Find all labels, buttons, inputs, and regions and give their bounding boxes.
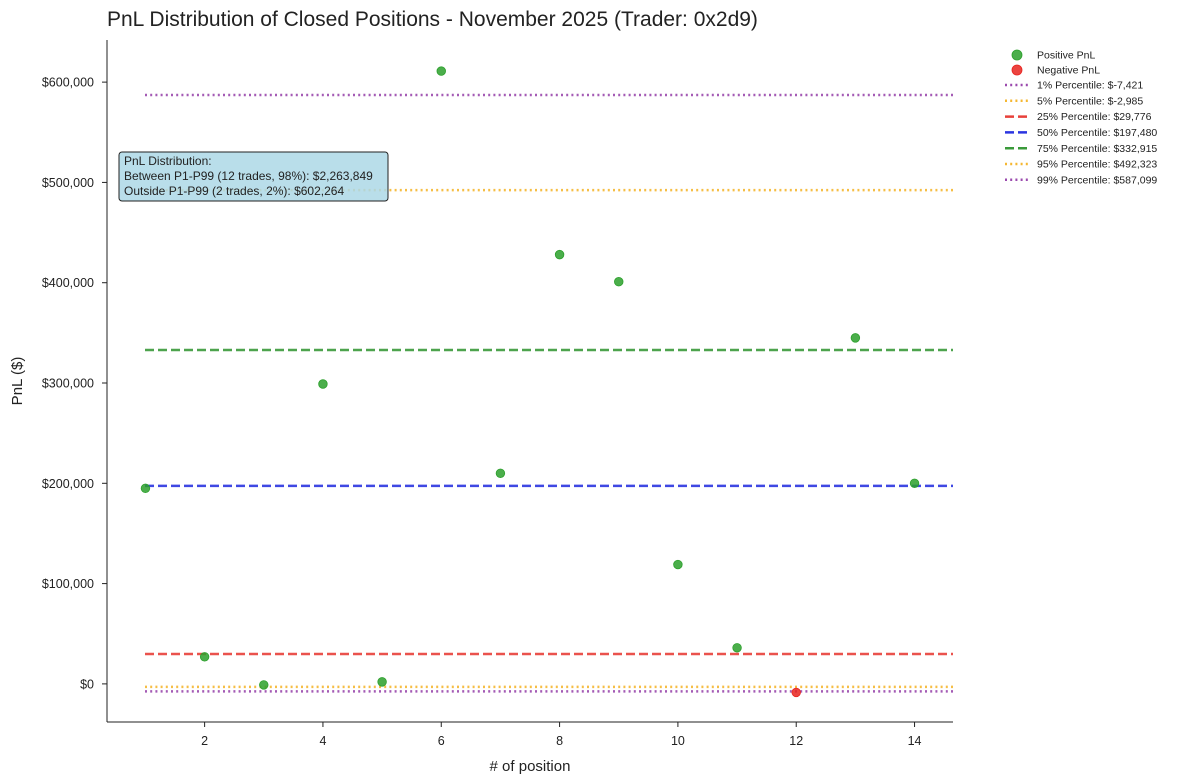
scatter-point-s0-2 bbox=[259, 680, 269, 690]
x-tick-label-2: 6 bbox=[438, 734, 445, 748]
scatter-point-s0-6 bbox=[495, 468, 506, 478]
legend-marker-series-1 bbox=[1011, 64, 1023, 76]
legend-label-percentile-4: 75% Percentile: $332,915 bbox=[1037, 143, 1157, 155]
legend-label-percentile-2: 25% Percentile: $29,776 bbox=[1037, 111, 1152, 123]
legend-label-percentile-6: 99% Percentile: $587,099 bbox=[1037, 174, 1157, 186]
y-tick-label-6: $600,000 bbox=[42, 76, 94, 90]
x-tick-label-3: 8 bbox=[556, 734, 563, 748]
y-tick-label-4: $400,000 bbox=[42, 276, 94, 290]
axis-ticks: 2 4 6 8 10 12 14 $0 $100,000 $200,000 $300,000 $400… bbox=[42, 76, 922, 748]
y-tick-label-0: $0 bbox=[80, 677, 94, 691]
plot-area bbox=[140, 66, 953, 698]
legend-marker-series-0 bbox=[1011, 49, 1023, 61]
scatter-point-s0-11 bbox=[850, 333, 861, 343]
scatter-point-s0-4 bbox=[377, 677, 387, 687]
y-tick-label-5: $500,000 bbox=[42, 176, 94, 190]
legend-label-series-0: Positive PnL bbox=[1037, 50, 1096, 62]
annotation-line-2: Outside P1-P99 (2 trades, 2%): $602,264 bbox=[124, 184, 344, 198]
legend-label-percentile-5: 95% Percentile: $492,323 bbox=[1037, 159, 1157, 171]
legend: Positive PnL Negative PnL 1% Percentile: $… bbox=[1005, 49, 1157, 186]
y-tick-label-1: $100,000 bbox=[42, 577, 94, 591]
chart-title: PnL Distribution of Closed Positions - N… bbox=[107, 8, 758, 31]
annotation-line-0: PnL Distribution: bbox=[124, 154, 212, 168]
scatter-point-s0-8 bbox=[614, 277, 624, 287]
pnl-distribution-annotation: PnL Distribution:Between P1-P99 (12 trad… bbox=[118, 151, 389, 202]
y-axis-label: PnL ($) bbox=[9, 357, 26, 406]
axes bbox=[106, 40, 953, 723]
legend-label-percentile-3: 50% Percentile: $197,480 bbox=[1037, 127, 1157, 139]
legend-label-percentile-0: 1% Percentile: $-7,421 bbox=[1037, 80, 1143, 92]
scatter-point-s0-1 bbox=[199, 652, 210, 662]
legend-label-percentile-1: 5% Percentile: $-2,985 bbox=[1037, 95, 1143, 107]
x-tick-label-1: 4 bbox=[319, 734, 326, 748]
y-tick-label-3: $300,000 bbox=[42, 377, 94, 391]
scatter-point-s1-0 bbox=[791, 687, 801, 698]
scatter-point-s0-0 bbox=[140, 483, 151, 494]
scatter-point-s0-3 bbox=[318, 379, 328, 389]
x-tick-label-4: 10 bbox=[671, 734, 685, 748]
scatter-point-s0-7 bbox=[554, 249, 565, 260]
legend-label-series-1: Negative PnL bbox=[1037, 65, 1100, 77]
scatter-point-s0-5 bbox=[436, 66, 446, 76]
annotation-line-1: Between P1-P99 (12 trades, 98%): $2,263,… bbox=[124, 169, 373, 183]
x-tick-label-5: 12 bbox=[789, 734, 803, 748]
scatter-point-s0-9 bbox=[673, 559, 683, 570]
x-tick-label-6: 14 bbox=[908, 734, 922, 748]
annotation-box bbox=[118, 151, 389, 202]
scatter-point-s0-12 bbox=[909, 478, 920, 489]
x-tick-label-0: 2 bbox=[201, 734, 208, 748]
y-tick-label-2: $200,000 bbox=[42, 477, 94, 491]
scatter-point-s0-10 bbox=[732, 643, 742, 653]
x-axis-label: # of position bbox=[490, 758, 571, 775]
